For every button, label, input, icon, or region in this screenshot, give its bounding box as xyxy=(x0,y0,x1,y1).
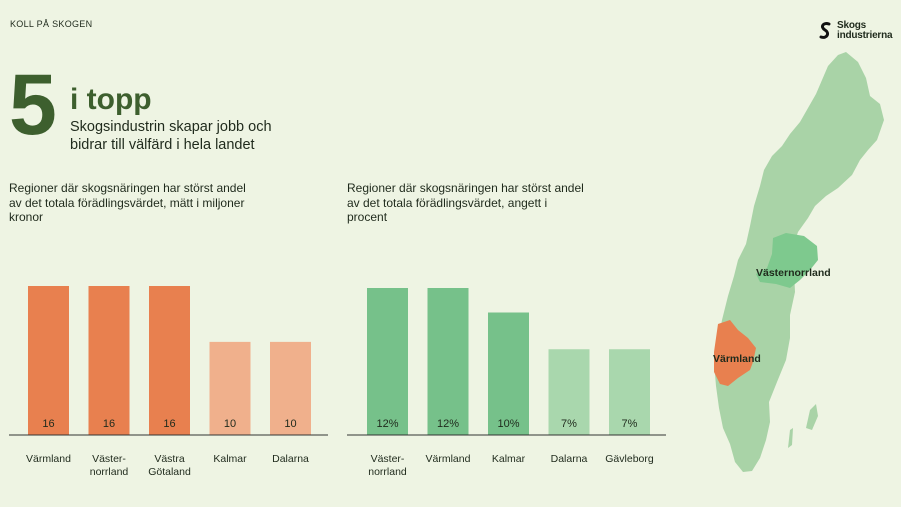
right-chart-description: Regioner där skogsnäringen har störst an… xyxy=(347,181,584,224)
right-bar-value-4: 7% xyxy=(622,418,638,430)
map-label-varmland: Värmland xyxy=(713,353,761,365)
oland-island xyxy=(788,428,793,448)
varmland-region xyxy=(714,320,756,386)
right-bar-3 xyxy=(548,349,590,435)
left-bar-value-2: 16 xyxy=(163,418,175,430)
right-bar-value-2: 10% xyxy=(497,418,519,430)
left-bar-1 xyxy=(88,286,130,435)
sweden-land xyxy=(714,52,884,472)
vasternorrland-region xyxy=(756,233,818,288)
logo-icon xyxy=(819,22,831,39)
left-category-label-4: Dalarna xyxy=(272,453,309,465)
left-bar-0 xyxy=(28,286,69,435)
right-bar-2 xyxy=(488,312,529,435)
hero-number: 5 xyxy=(9,57,57,153)
right-bar-value-1: 12% xyxy=(437,418,459,430)
right-category-label-3: Dalarna xyxy=(551,453,588,465)
logo-text-line1: Skogs xyxy=(837,20,867,31)
kicker-label: KOLL PÅ SKOGEN xyxy=(10,19,93,29)
right-bar-4 xyxy=(609,349,650,435)
left-category-label-0: Värmland xyxy=(26,453,71,465)
left-bar-2 xyxy=(149,286,190,435)
right-category-label-2: Kalmar xyxy=(492,453,526,465)
right-bar-value-3: 7% xyxy=(561,418,577,430)
left-bar-value-1: 16 xyxy=(103,418,115,430)
left-bar-3 xyxy=(209,341,251,435)
logo-text-line2: industrierna xyxy=(837,30,893,41)
left-chart-description: Regioner där skogsnäringen har störst an… xyxy=(9,181,246,224)
right-bar-value-0: 12% xyxy=(376,418,398,430)
left-bar-4 xyxy=(270,341,311,435)
left-bar-value-4: 10 xyxy=(284,418,296,430)
right-category-label-4: Gävleborg xyxy=(605,453,654,465)
left-bar-value-3: 10 xyxy=(224,418,236,430)
right-category-label-0: Väster-norrland xyxy=(368,453,407,478)
map-label-vasternorrland: Västernorrland xyxy=(756,267,831,279)
left-bar-value-0: 16 xyxy=(42,418,54,430)
hero-title: i topp xyxy=(70,83,152,116)
right-category-label-1: Värmland xyxy=(426,453,471,465)
right-bar-0 xyxy=(367,288,408,435)
left-category-label-1: Väster-norrland xyxy=(90,453,129,478)
left-category-label-2: Västra Götaland xyxy=(148,453,191,478)
hero-subtitle: Skogsindustrin skapar jobb och bidrar ti… xyxy=(70,119,272,153)
right-bar-1 xyxy=(427,288,469,435)
gotland-island xyxy=(806,404,818,430)
left-category-label-3: Kalmar xyxy=(213,453,247,465)
logo: Skogs industrierna xyxy=(818,20,893,41)
